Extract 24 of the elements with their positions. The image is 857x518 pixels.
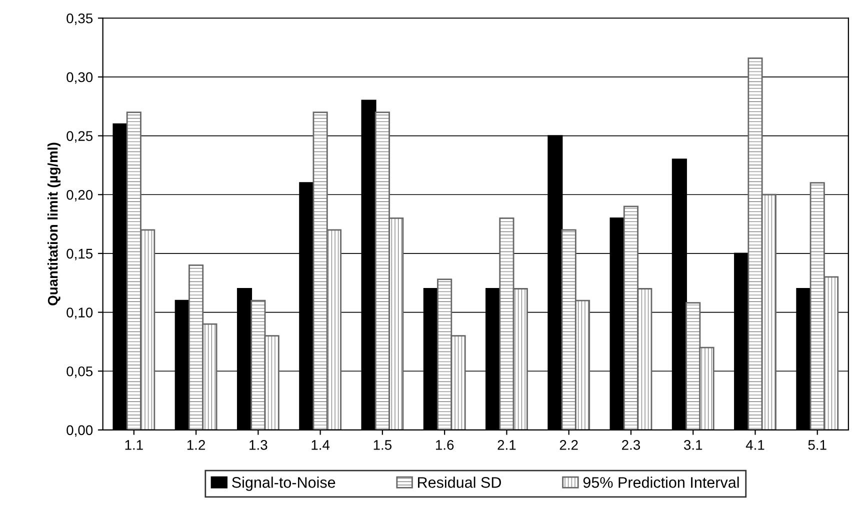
y-tick-label: 0,05 [66, 366, 93, 378]
x-tick-label: 4.1 [746, 440, 764, 450]
legend-label: 95% Prediction Interval [583, 476, 739, 488]
y-axis-title: Quantitation limit (µg/ml) [48, 142, 61, 306]
x-tick-label: 1.5 [374, 440, 392, 450]
x-tick-label: 1.1 [125, 440, 143, 450]
x-tick-label: 2.3 [622, 440, 640, 450]
x-tick-label: 1.3 [250, 440, 268, 450]
x-tick-label: 1.4 [312, 440, 330, 450]
y-tick-label: 0,35 [66, 13, 93, 25]
y-tick-label: 0,10 [66, 308, 93, 320]
legend-label: Signal-to-Noise [232, 476, 336, 491]
y-tick-label: 0,30 [66, 72, 93, 84]
x-tick-label: 1.2 [187, 440, 205, 450]
x-tick-label: 2.1 [498, 440, 516, 450]
x-tick-label: 1.6 [436, 440, 454, 450]
y-tick-label: 0,20 [66, 190, 93, 202]
x-tick-label: 2.2 [560, 440, 578, 450]
legend-label: Residual SD [418, 476, 501, 488]
y-tick-label: 0,00 [66, 425, 93, 437]
y-tick-label: 0,15 [66, 248, 93, 260]
y-tick-label: 0,25 [66, 131, 93, 143]
x-tick-label: 3.1 [684, 440, 702, 450]
x-tick-label: 5.1 [808, 440, 826, 450]
